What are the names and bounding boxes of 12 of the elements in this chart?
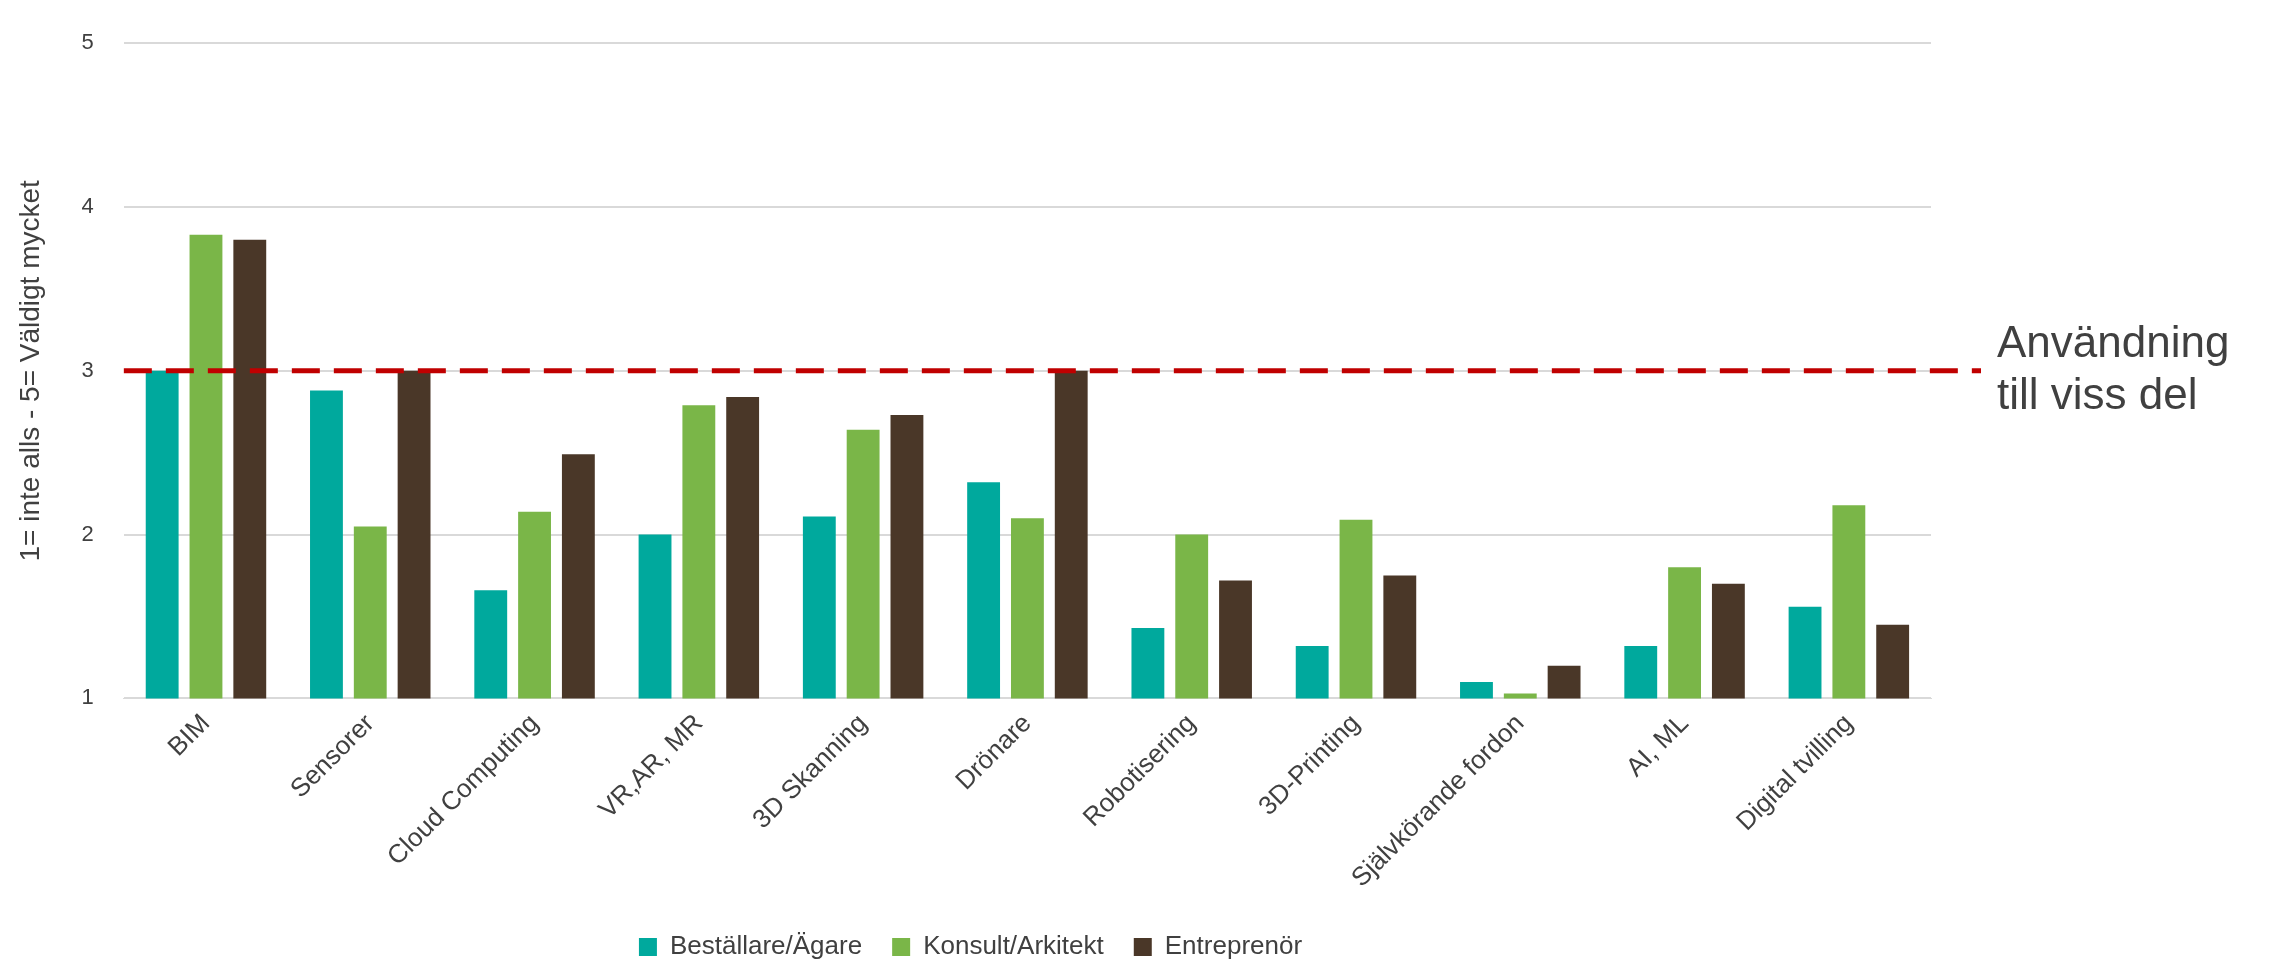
legend-label: Entreprenör: [1164, 930, 1303, 961]
y-tick-label: 2: [81, 520, 94, 546]
y-tick-label: 4: [81, 193, 94, 219]
x-tick-label: BIM: [161, 707, 216, 762]
legend-label: Beställare/Ägare: [669, 930, 863, 961]
legend-label: Konsult/Arkitekt: [923, 930, 1105, 961]
x-tick-label: AI, ML: [1619, 707, 1694, 782]
y-axis-title: 1= inte alls - 5= Väldigt mycket: [13, 179, 45, 562]
y-tick-label: 5: [81, 29, 94, 55]
y-tick-label: 3: [81, 356, 94, 382]
ref-line-label: Användning till viss del: [1997, 316, 2230, 418]
y-tick-label: 1: [81, 684, 94, 710]
